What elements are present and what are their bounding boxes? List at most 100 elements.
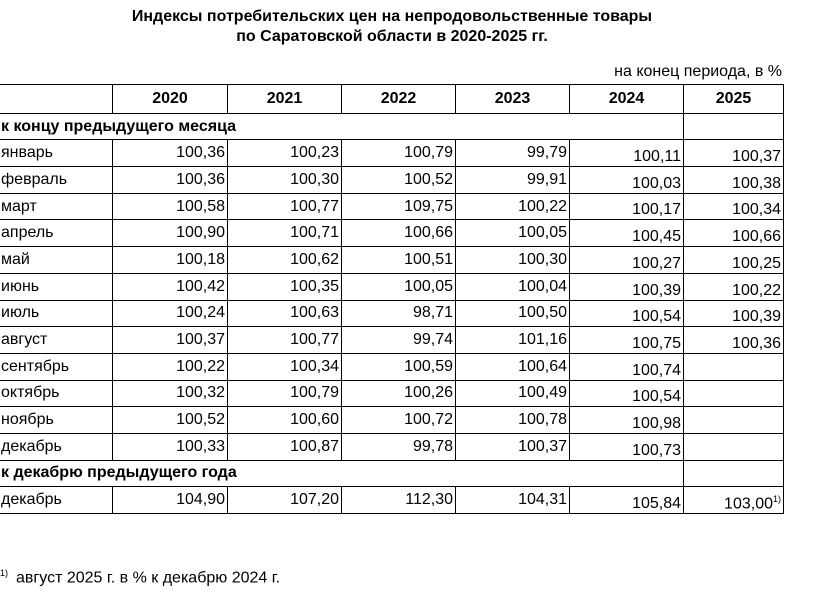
value-cell: 100,79 bbox=[341, 139, 456, 168]
value-text: 103,00 bbox=[724, 495, 773, 512]
value-cell: 103,001) bbox=[683, 486, 784, 514]
row-label: декабрь bbox=[0, 432, 113, 461]
value-cell: 100,24 bbox=[112, 299, 228, 328]
value-cell: 100,04 bbox=[455, 272, 570, 301]
value-cell: 100,30 bbox=[227, 166, 342, 194]
value-cell: 100,17 bbox=[569, 192, 684, 221]
value-cell: 100,18 bbox=[112, 246, 228, 274]
empty-cell bbox=[683, 459, 784, 488]
year-header: 2025 bbox=[683, 84, 784, 114]
value-cell: 100,72 bbox=[341, 406, 456, 434]
value-cell: 100,32 bbox=[112, 379, 228, 408]
value-cell: 101,16 bbox=[455, 326, 570, 354]
value-cell: 100,37 bbox=[683, 139, 784, 168]
value-cell: 105,84 bbox=[569, 486, 684, 514]
row-label: март bbox=[0, 192, 113, 221]
empty-cell bbox=[683, 406, 784, 434]
data-row: февраль 100,36 100,30 100,52 99,91 100,03 100,… bbox=[0, 166, 784, 194]
value-cell: 100,39 bbox=[683, 299, 784, 328]
year-header: 2021 bbox=[227, 84, 342, 114]
row-label: январь bbox=[0, 139, 113, 168]
data-row: август 100,37 100,77 99,74 101,16 100,75 100,3… bbox=[0, 326, 784, 354]
value-cell: 107,20 bbox=[227, 486, 342, 514]
footnote-ref: 1) bbox=[772, 493, 781, 504]
value-cell: 100,63 bbox=[227, 299, 342, 328]
value-cell: 100,98 bbox=[569, 406, 684, 434]
footnote: 1) август 2025 г. в % к декабрю 2024 г. bbox=[0, 568, 280, 587]
value-cell: 100,58 bbox=[112, 192, 228, 221]
value-cell: 99,78 bbox=[341, 432, 456, 461]
year-header: 2024 bbox=[569, 84, 684, 114]
corner-cell bbox=[0, 84, 113, 114]
data-row: май 100,18 100,62 100,51 100,30 100,27 100,25 bbox=[0, 246, 784, 274]
row-label: ноябрь bbox=[0, 406, 113, 434]
value-cell: 100,27 bbox=[569, 246, 684, 274]
value-cell: 104,31 bbox=[455, 486, 570, 514]
header-row: 2020 2021 2022 2023 2024 2025 bbox=[0, 84, 784, 114]
value-cell: 100,54 bbox=[569, 299, 684, 328]
value-cell: 100,77 bbox=[227, 326, 342, 354]
value-cell: 100,22 bbox=[455, 192, 570, 221]
row-label: июль bbox=[0, 299, 113, 328]
units-note: на конец периода, в % bbox=[614, 63, 782, 80]
value-cell: 100,38 bbox=[683, 166, 784, 194]
value-cell: 100,75 bbox=[569, 326, 684, 354]
value-cell: 99,79 bbox=[455, 139, 570, 168]
row-label: август bbox=[0, 326, 113, 354]
year-header: 2020 bbox=[112, 84, 228, 114]
value-cell: 100,79 bbox=[227, 379, 342, 408]
value-cell: 100,11 bbox=[569, 139, 684, 168]
value-cell: 99,91 bbox=[455, 166, 570, 194]
row-label: апрель bbox=[0, 219, 113, 248]
value-cell: 100,87 bbox=[227, 432, 342, 461]
value-cell: 100,36 bbox=[112, 139, 228, 168]
value-cell: 104,90 bbox=[112, 486, 228, 514]
value-cell: 100,71 bbox=[227, 219, 342, 248]
data-row: апрель 100,90 100,71 100,66 100,05 100,45 100,… bbox=[0, 219, 784, 248]
value-cell: 100,34 bbox=[683, 192, 784, 221]
section-label: к декабрю предыдущего года bbox=[0, 459, 684, 488]
data-row: декабрь 104,90 107,20 112,30 104,31 105,84 103… bbox=[0, 486, 784, 514]
value-cell: 100,51 bbox=[341, 246, 456, 274]
value-cell: 98,71 bbox=[341, 299, 456, 328]
value-cell: 100,66 bbox=[341, 219, 456, 248]
data-row: декабрь 100,33 100,87 99,78 100,37 100,73 bbox=[0, 432, 784, 461]
title: по Саратовской области в 2020-2025 гг. bbox=[236, 28, 548, 45]
value-cell: 100,37 bbox=[112, 326, 228, 354]
section-row: к концу предыдущего месяца bbox=[0, 112, 784, 141]
value-cell: 100,36 bbox=[112, 166, 228, 194]
data-row: март 100,58 100,77 109,75 100,22 100,17 100,34 bbox=[0, 192, 784, 221]
row-label: июнь bbox=[0, 272, 113, 301]
empty-cell bbox=[683, 379, 784, 408]
data-row: сентябрь 100,22 100,34 100,59 100,64 100,74 bbox=[0, 352, 784, 381]
title: Индексы потребительских цен на непродово… bbox=[131, 8, 653, 25]
row-label: февраль bbox=[0, 166, 113, 194]
value-cell: 100,78 bbox=[455, 406, 570, 434]
value-cell: 100,37 bbox=[455, 432, 570, 461]
section-row: к декабрю предыдущего года bbox=[0, 459, 784, 488]
data-row: октябрь 100,32 100,79 100,26 100,49 100,54 bbox=[0, 379, 784, 408]
value-cell: 100,74 bbox=[569, 352, 684, 381]
value-cell: 100,49 bbox=[455, 379, 570, 408]
year-header: 2023 bbox=[455, 84, 570, 114]
value-cell: 100,22 bbox=[112, 352, 228, 381]
value-cell: 100,22 bbox=[683, 272, 784, 301]
cpi-table: 2020 2021 2022 2023 2024 2025 к концу предыдущ… bbox=[0, 84, 784, 514]
value-cell: 100,77 bbox=[227, 192, 342, 221]
data-row: июнь 100,42 100,35 100,05 100,04 100,39 100,22 bbox=[0, 272, 784, 301]
value-cell: 100,62 bbox=[227, 246, 342, 274]
footnote-mark: 1) bbox=[0, 568, 9, 578]
value-cell: 100,05 bbox=[341, 272, 456, 301]
value-cell: 100,52 bbox=[341, 166, 456, 194]
value-cell: 100,59 bbox=[341, 352, 456, 381]
row-label: декабрь bbox=[0, 486, 113, 514]
value-cell: 100,39 bbox=[569, 272, 684, 301]
row-label: сентябрь bbox=[0, 352, 113, 381]
value-cell: 100,64 bbox=[455, 352, 570, 381]
value-cell: 100,60 bbox=[227, 406, 342, 434]
value-cell: 100,90 bbox=[112, 219, 228, 248]
value-cell: 100,34 bbox=[227, 352, 342, 381]
empty-cell bbox=[683, 432, 784, 461]
value-cell: 100,23 bbox=[227, 139, 342, 168]
value-cell: 100,36 bbox=[683, 326, 784, 354]
